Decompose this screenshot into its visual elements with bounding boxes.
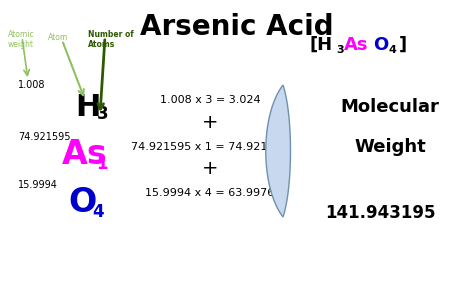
Text: [H: [H bbox=[310, 36, 333, 54]
Text: 15.9994: 15.9994 bbox=[18, 180, 58, 190]
Polygon shape bbox=[266, 85, 291, 217]
Text: O: O bbox=[68, 186, 96, 219]
Text: 3: 3 bbox=[336, 45, 344, 55]
Text: O: O bbox=[373, 36, 388, 54]
Text: +: + bbox=[202, 113, 218, 131]
Text: 141.943195: 141.943195 bbox=[325, 204, 435, 222]
Text: 1: 1 bbox=[96, 155, 108, 173]
Text: 74.921595 x 1 = 74.921595: 74.921595 x 1 = 74.921595 bbox=[131, 142, 289, 152]
Text: As: As bbox=[344, 36, 368, 54]
Text: H: H bbox=[75, 93, 100, 121]
Text: 3: 3 bbox=[97, 105, 109, 123]
Text: Atomic
weight: Atomic weight bbox=[8, 30, 35, 49]
Text: 1.008 x 3 = 3.024: 1.008 x 3 = 3.024 bbox=[160, 95, 260, 105]
Text: Molecular: Molecular bbox=[340, 98, 439, 116]
Text: Number of
Atoms: Number of Atoms bbox=[88, 30, 134, 49]
Text: 4: 4 bbox=[389, 45, 397, 55]
Text: 15.9994 x 4 = 63.9976: 15.9994 x 4 = 63.9976 bbox=[146, 188, 274, 198]
Text: Atom: Atom bbox=[48, 33, 68, 42]
Text: Weight: Weight bbox=[354, 138, 426, 156]
Text: 74.921595: 74.921595 bbox=[18, 132, 71, 142]
Text: Arsenic Acid: Arsenic Acid bbox=[140, 13, 334, 41]
Text: +: + bbox=[202, 160, 218, 178]
Text: As: As bbox=[62, 139, 108, 172]
Text: ]: ] bbox=[399, 36, 407, 54]
Text: 4: 4 bbox=[92, 203, 104, 221]
Text: 1.008: 1.008 bbox=[18, 80, 46, 90]
